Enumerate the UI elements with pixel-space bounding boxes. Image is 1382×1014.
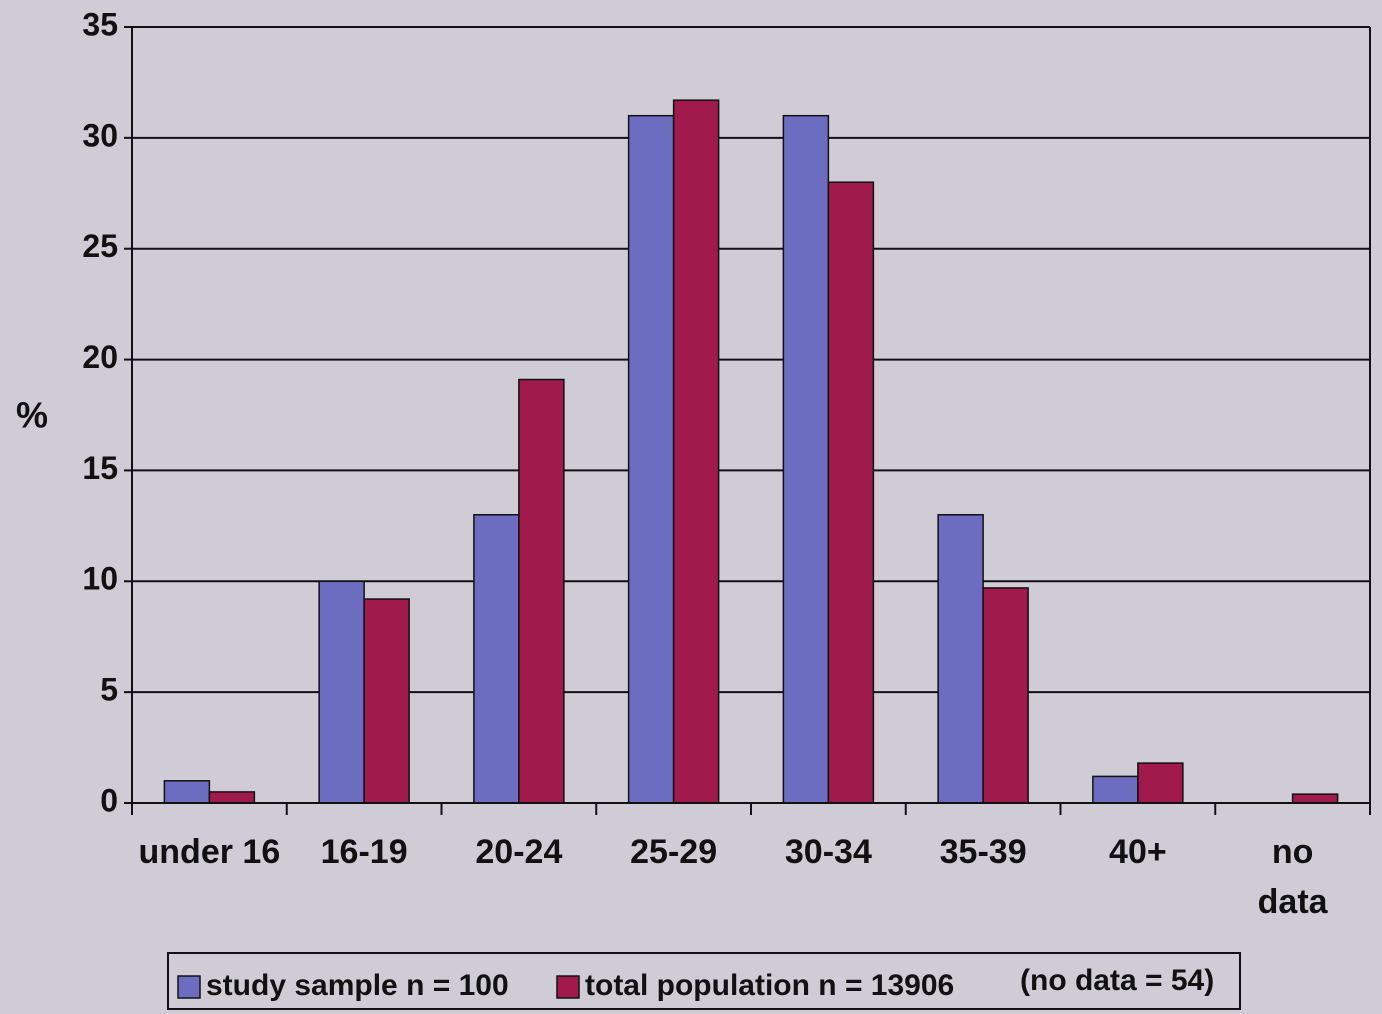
x-tick-label: 30-34 — [784, 833, 872, 871]
y-tick-label: 0 — [100, 782, 118, 818]
bar — [363, 598, 410, 804]
x-tick-label: 25-29 — [630, 833, 718, 871]
y-tick-label: 20 — [82, 339, 118, 375]
x-tick-label: 16-19 — [320, 833, 408, 871]
x-tick-label: 35-39 — [939, 833, 1027, 871]
bar — [982, 587, 1029, 804]
bar — [627, 114, 675, 804]
x-tick-label: no data — [1257, 833, 1328, 921]
bar — [473, 514, 520, 804]
bar — [1092, 775, 1139, 804]
legend-label: study sample n = 100 — [206, 969, 509, 1002]
x-tick-label: 40+ — [1109, 833, 1167, 871]
bar — [672, 99, 720, 804]
y-tick-label: 25 — [82, 228, 118, 264]
legend: study sample n = 100 total population n =… — [167, 952, 1241, 1010]
bar — [518, 378, 565, 804]
legend-box — [167, 952, 1241, 1010]
bar — [208, 791, 256, 804]
legend-label: total population n = 13906 — [585, 969, 954, 1002]
bar — [1137, 762, 1184, 804]
x-tick-label: 20-24 — [475, 833, 563, 871]
legend-swatch — [177, 975, 201, 999]
bar — [937, 514, 984, 804]
y-tick-label: 5 — [100, 672, 118, 708]
y-tick-label: 10 — [82, 561, 118, 597]
bar — [318, 580, 365, 804]
y-axis-label: % — [16, 395, 48, 436]
y-tick-label: 15 — [82, 450, 118, 486]
y-tick-label: 35 — [82, 6, 118, 42]
bar — [163, 780, 211, 804]
bar — [782, 114, 830, 804]
bar — [827, 181, 875, 804]
legend-note: (no data = 54) — [1020, 964, 1214, 997]
legend-swatch — [556, 975, 580, 999]
bar — [1291, 793, 1339, 804]
x-tick-label: under 16 — [138, 833, 281, 871]
y-tick-label: 30 — [82, 117, 118, 153]
